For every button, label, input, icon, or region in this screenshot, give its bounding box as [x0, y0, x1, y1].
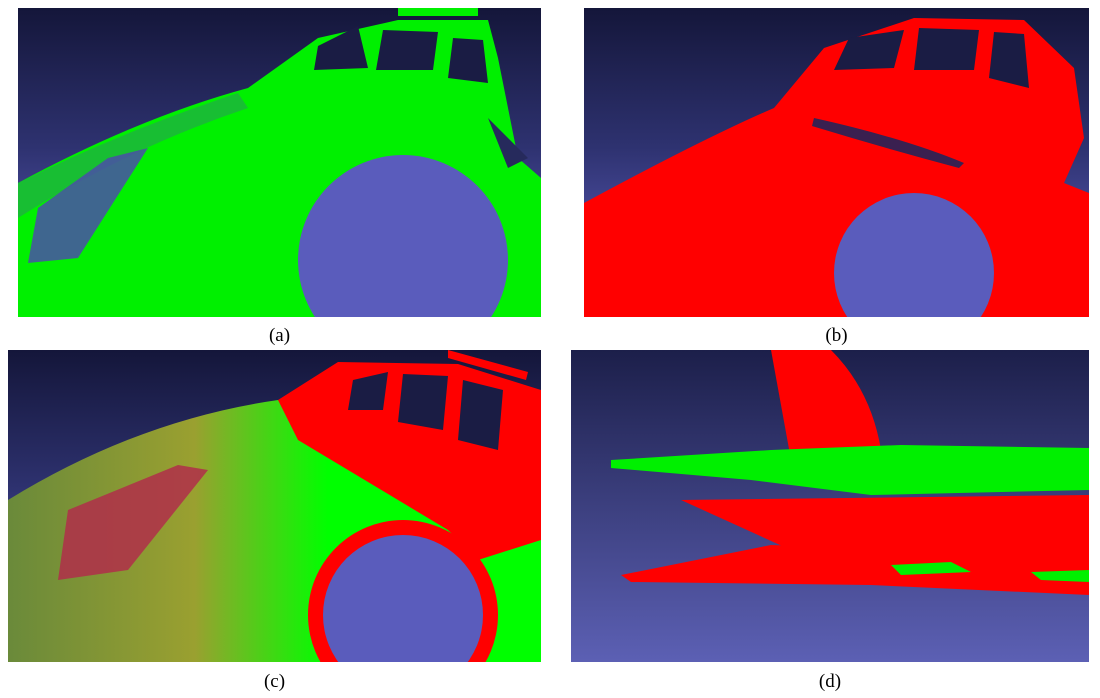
point-cloud-image [584, 8, 1089, 317]
figure: (a) (b) (c) (d) (() => { const data = JS… [0, 0, 1100, 698]
point-cloud-image [8, 350, 541, 662]
caption: (b) [584, 325, 1089, 347]
point-cloud-image [571, 350, 1089, 662]
caption: (c) [8, 671, 541, 693]
caption: (d) [571, 671, 1089, 693]
point-cloud-image [18, 8, 541, 317]
caption: (a) [18, 325, 541, 347]
